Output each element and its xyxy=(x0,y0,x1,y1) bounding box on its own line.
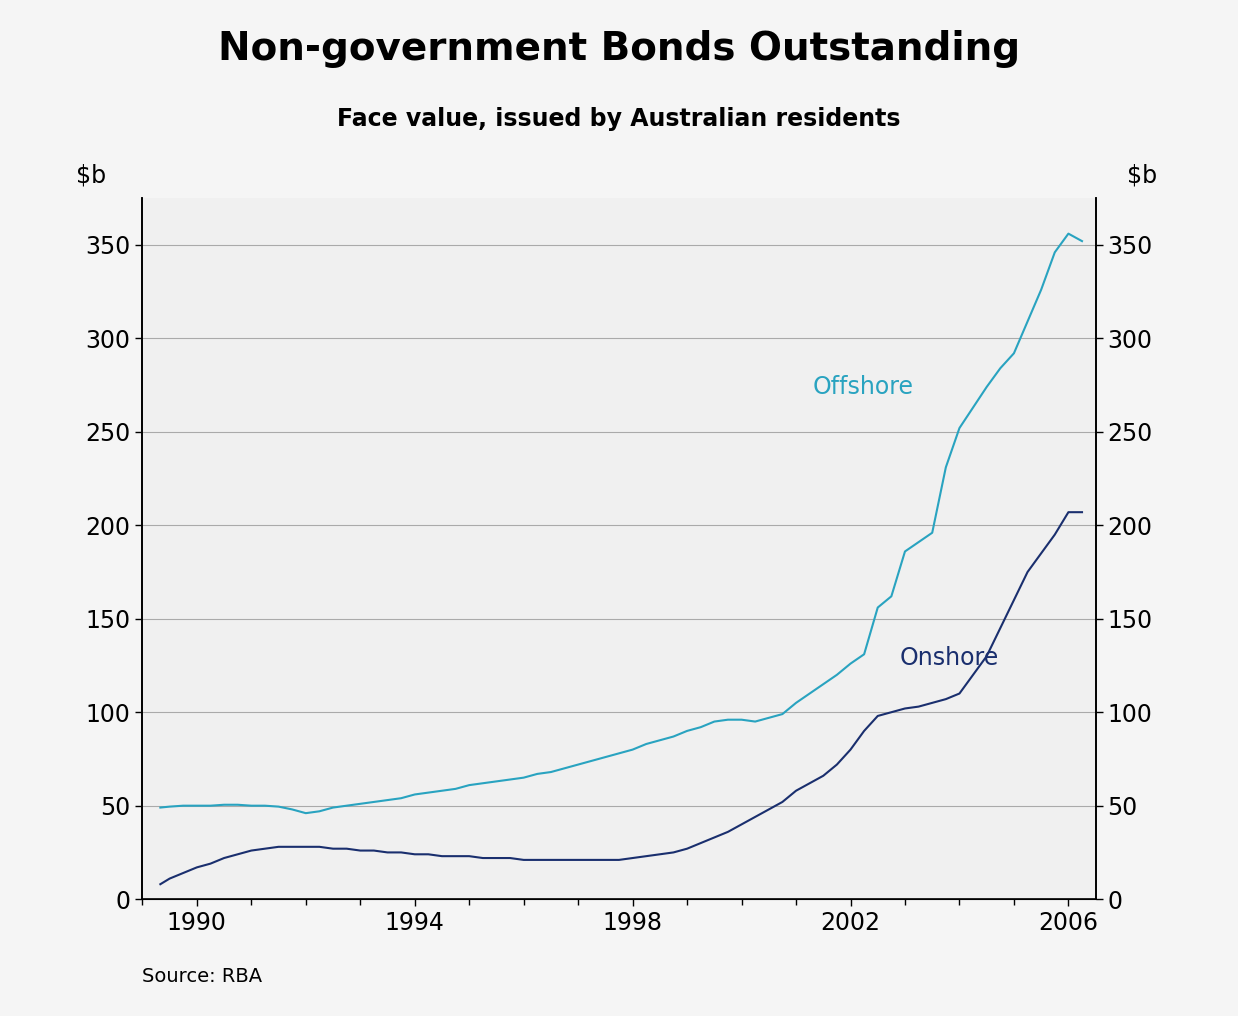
Text: Non-government Bonds Outstanding: Non-government Bonds Outstanding xyxy=(218,30,1020,68)
Text: Face value, issued by Australian residents: Face value, issued by Australian residen… xyxy=(337,107,901,131)
Text: Source: RBA: Source: RBA xyxy=(142,966,262,986)
Text: Offshore: Offshore xyxy=(812,375,914,399)
Text: $b: $b xyxy=(76,164,105,188)
Text: $b: $b xyxy=(1128,164,1158,188)
Text: Onshore: Onshore xyxy=(900,646,999,671)
